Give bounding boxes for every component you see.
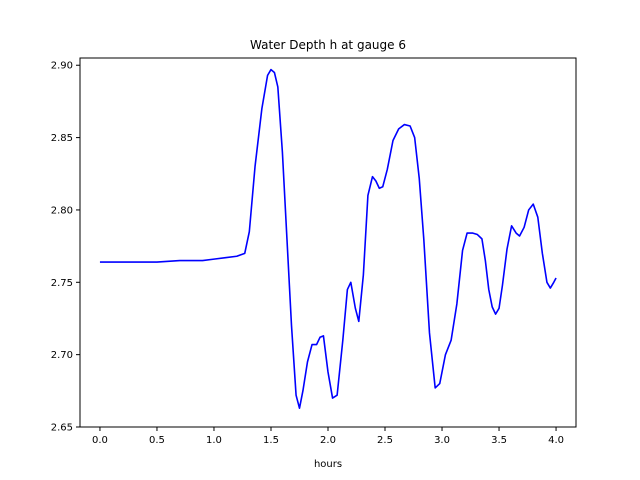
x-tick-label: 3.5 <box>491 435 507 446</box>
y-tick-label: 2.75 <box>51 278 73 289</box>
x-tick-label: 1.0 <box>206 435 222 446</box>
x-tick-label: 1.5 <box>263 435 279 446</box>
plot-frame <box>79 57 577 428</box>
x-tick-label: 3.0 <box>434 435 450 446</box>
axis-ticks: 0.0 0.5 1.0 1.5 2.0 2.5 3.0 3.5 4.0 2.65 2.70 2.75 2… <box>51 61 564 446</box>
x-tick-label: 2.5 <box>377 435 393 446</box>
plot-area <box>99 68 557 409</box>
chart-title: Water Depth h at gauge 6 <box>250 38 406 52</box>
series-line-0 <box>99 68 557 409</box>
y-tick-label: 2.80 <box>51 205 73 216</box>
y-tick-label: 2.70 <box>51 350 73 361</box>
x-tick-label: 4.0 <box>548 435 564 446</box>
x-tick-label: 2.0 <box>320 435 336 446</box>
x-tick-label: 0.0 <box>92 435 108 446</box>
x-axis-label: hours <box>314 459 342 470</box>
y-tick-label: 2.85 <box>51 133 73 144</box>
x-tick-label: 0.5 <box>149 435 165 446</box>
y-tick-label: 2.65 <box>51 423 73 434</box>
y-tick-label: 2.90 <box>51 61 73 72</box>
